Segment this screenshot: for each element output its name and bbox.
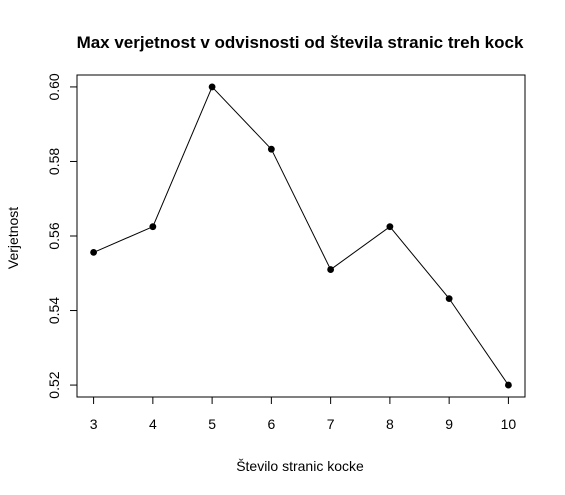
data-point xyxy=(386,223,394,231)
y-tick-label: 0.56 xyxy=(46,222,62,249)
data-point xyxy=(267,145,275,153)
data-point xyxy=(505,381,512,389)
series-line-segment xyxy=(152,86,213,227)
series-line-segment xyxy=(330,226,391,270)
x-tick-label: 4 xyxy=(149,416,157,432)
y-tick-label: 0.54 xyxy=(46,297,62,324)
series-line-segment xyxy=(389,226,450,299)
x-tick-label: 7 xyxy=(327,416,335,432)
x-tick-label: 10 xyxy=(501,416,517,432)
x-tick-label: 8 xyxy=(386,416,394,432)
series-line-segment xyxy=(270,148,332,270)
series-line-segment xyxy=(211,86,272,150)
x-tick-label: 9 xyxy=(445,416,453,432)
series-line-segment xyxy=(93,226,154,253)
y-tick-label: 0.52 xyxy=(46,371,62,398)
x-tick-label: 6 xyxy=(267,416,275,432)
chart-title: Max verjetnost v odvisnosti od števila s… xyxy=(77,33,524,52)
y-axis-label: Verjetnost xyxy=(5,207,21,269)
y-tick-label: 0.58 xyxy=(46,148,62,175)
x-tick-label: 5 xyxy=(208,416,216,432)
series-line-segment xyxy=(448,298,509,386)
x-axis-label: Število stranic kocke xyxy=(236,458,364,474)
y-axis: 0.52 0.54 0.56 0.58 0.60 xyxy=(46,73,78,399)
x-tick-label: 3 xyxy=(90,416,98,432)
data-series xyxy=(90,83,512,389)
y-tick-label: 0.60 xyxy=(46,73,62,100)
data-point xyxy=(327,266,335,273)
plot-frame xyxy=(76,74,526,398)
data-point xyxy=(149,223,157,231)
data-point xyxy=(90,248,97,256)
x-axis: 3 4 5 6 7 8 9 10 xyxy=(90,396,517,432)
data-point xyxy=(208,83,216,91)
data-point xyxy=(445,295,453,303)
